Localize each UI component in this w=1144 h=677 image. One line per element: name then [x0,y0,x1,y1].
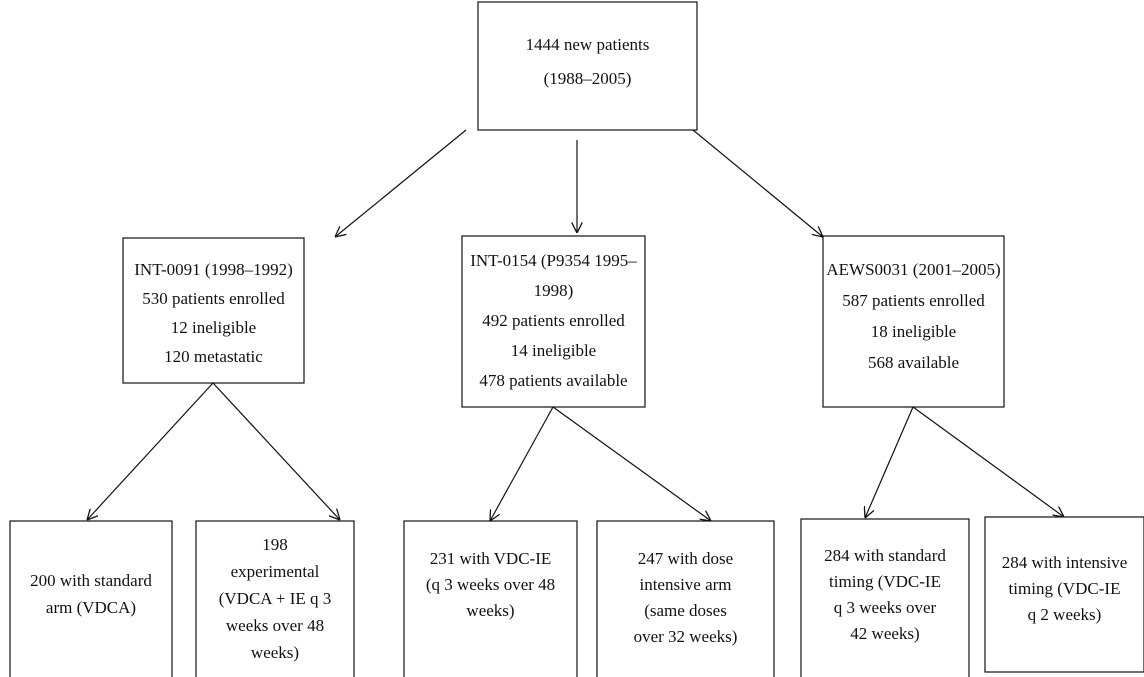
node: 198 experimental (VDCA + IE q 3 weeks over … [195,520,355,677]
node-text: weeks) [251,643,299,662]
node: 247 with dose intensive arm (same doses ove… [596,520,775,677]
arrow [335,129,467,237]
node-text: 1444 new patients [526,35,650,54]
node-box [461,235,646,408]
node-text: weeks) [466,601,514,620]
arrow [87,382,214,520]
node: AEWS0031 (2001–2005) 587 patients enrolle… [822,235,1005,408]
node-box [822,235,1005,408]
node-text: 18 ineligible [871,322,956,341]
node-box [403,520,578,677]
node-text: intensive arm [639,575,731,594]
node-box [800,518,970,677]
node: 231 with VDC-IE (q 3 weeks over 48 weeks) [403,520,578,677]
node-text: q 3 weeks over [834,598,937,617]
node-text: INT-0091 (1998–1992) [134,260,293,279]
node-text: INT-0154 (P9354 1995– [470,251,637,270]
node-text: timing (VDC-IE [1009,579,1121,598]
node: INT-0154 (P9354 1995– 1998) 492 patients e… [461,235,646,408]
node-box [9,520,173,677]
node-text: q 2 weeks) [1028,605,1102,624]
node-text: experimental [231,562,320,581]
node-box [122,237,305,384]
node-text: 284 with intensive [1002,553,1128,572]
arrow [692,129,823,237]
node-text: timing (VDC-IE [829,572,941,591]
node: 1444 new patients (1988–2005) [477,1,698,131]
node-text: 284 with standard [824,546,946,565]
arrow [865,406,914,518]
node-text: 492 patients enrolled [482,311,625,330]
node-text: 12 ineligible [171,318,256,337]
arrow [912,406,1064,517]
node-text: arm (VDCA) [46,598,136,617]
node-text: 530 patients enrolled [142,289,285,308]
node-text: 231 with VDC-IE [430,549,552,568]
node-text: 1998) [534,281,574,300]
node-text: (1988–2005) [544,69,632,88]
arrow [212,382,340,520]
node-text: 120 metastatic [164,347,263,366]
node-text: (VDCA + IE q 3 [219,589,332,608]
node-text: AEWS0031 (2001–2005) [826,260,1000,279]
node-text: 42 weeks) [850,624,919,643]
node-box [984,516,1144,673]
arrow [552,406,711,521]
node-text: 247 with dose [638,549,733,568]
node-text: 14 ineligible [511,341,596,360]
node-text: (same doses [644,601,727,620]
node-text: over 32 weeks) [634,627,738,646]
node-text: weeks over 48 [226,616,324,635]
node-text: 478 patients available [479,371,627,390]
node-text: 587 patients enrolled [842,291,985,310]
node: 284 with standard timing (VDC-IE q 3 weeks… [800,518,970,677]
node-box [195,520,355,677]
node-box [477,1,698,131]
arrow [490,406,554,521]
node: 284 with intensive timing (VDC-IE q 2 week… [984,516,1144,673]
node: INT-0091 (1998–1992) 530 patients enrolle… [122,237,305,384]
node-text: 568 available [868,353,959,372]
node-text: 200 with standard [30,571,152,590]
arrows [87,129,1064,521]
node: 200 with standard arm (VDCA) [9,520,173,677]
node-text: (q 3 weeks over 48 [426,575,555,594]
node-text: 198 [262,535,288,554]
node-box [596,520,775,677]
